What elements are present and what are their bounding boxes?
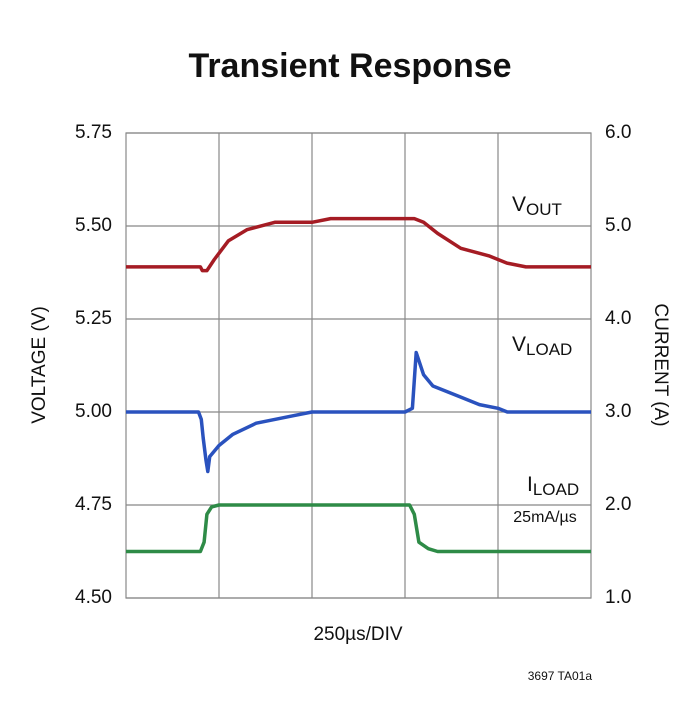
series-label: VLOAD [512, 333, 572, 360]
y2-tick-label: 6.0 [605, 122, 631, 143]
y-tick-label: 5.75 [75, 122, 112, 143]
y2-tick-label: 2.0 [605, 494, 631, 515]
series-line [126, 216, 591, 273]
annotation: 25mA/µs [513, 509, 576, 526]
x-axis-label: 250µs/DIV [313, 624, 402, 645]
y-tick-label: 4.75 [75, 494, 112, 515]
series-label: ILOAD [527, 473, 579, 500]
y2-axis-label: CURRENT (A) [650, 303, 671, 426]
y-axis-label: VOLTAGE (V) [29, 306, 50, 424]
y-tick-label: 5.25 [75, 308, 112, 329]
y2-tick-label: 5.0 [605, 215, 631, 236]
chart-title: Transient Response [188, 47, 511, 85]
y2-tick-label: 4.0 [605, 308, 631, 329]
y2-tick-label: 1.0 [605, 587, 631, 608]
y2-tick-label: 3.0 [605, 401, 631, 422]
series-line [126, 503, 591, 554]
footnote: 3697 TA01a [528, 669, 593, 683]
series-label: VOUT [512, 193, 562, 220]
y-tick-label: 4.50 [75, 587, 112, 608]
series-line [126, 350, 591, 474]
plot-frame [125, 132, 592, 599]
y-tick-label: 5.00 [75, 401, 112, 422]
y-tick-label: 5.50 [75, 215, 112, 236]
